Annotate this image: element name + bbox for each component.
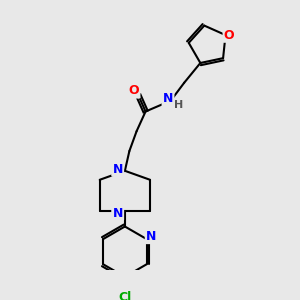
Text: Cl: Cl bbox=[118, 291, 131, 300]
Text: H: H bbox=[174, 100, 183, 110]
Text: O: O bbox=[224, 28, 234, 41]
Text: N: N bbox=[163, 92, 173, 105]
Text: N: N bbox=[112, 206, 123, 220]
Text: O: O bbox=[129, 84, 139, 97]
Text: N: N bbox=[146, 230, 156, 243]
Text: N: N bbox=[112, 163, 123, 176]
